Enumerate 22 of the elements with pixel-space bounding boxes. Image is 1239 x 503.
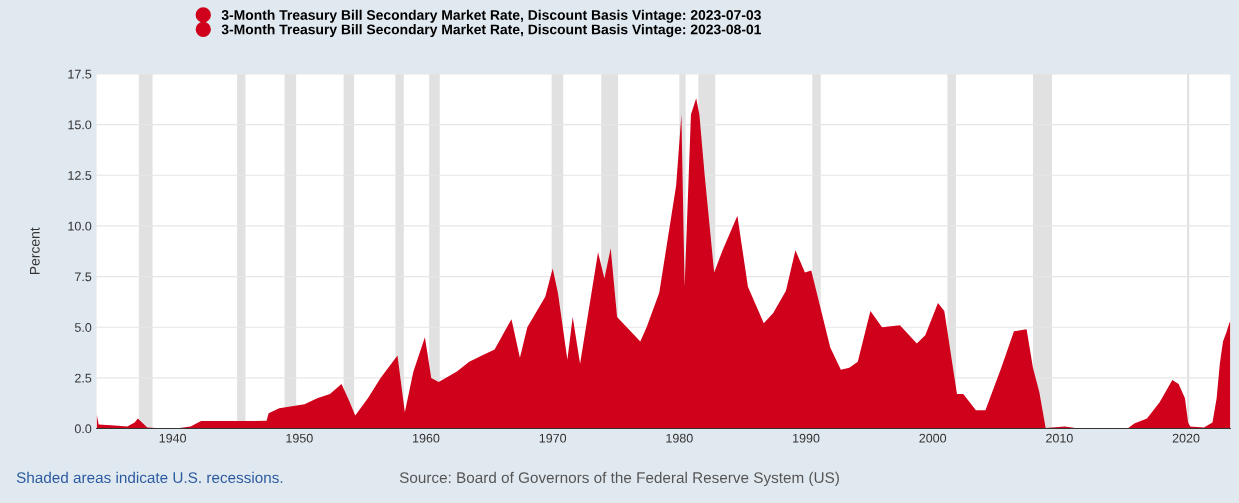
x-tick-label: 2020 (1172, 433, 1200, 443)
x-tick-label: 1940 (159, 433, 187, 443)
y-tick-label: 12.5 (68, 171, 92, 180)
x-tick-label: 2000 (919, 433, 947, 443)
legend-label: 3-Month Treasury Bill Secondary Market Rate, Discount Basis Vintage: 2023-07-03 (221, 9, 761, 23)
y-tick-label: 5.0 (74, 323, 92, 332)
legend-label: 3-Month Treasury Bill Secondary Market Rate, Discount Basis Vintage: 2023-08-01 (221, 24, 761, 38)
y-tick-label: 17.5 (68, 69, 92, 79)
y-tick-label: 10.0 (68, 221, 92, 231)
x-tick-label: 1970 (539, 433, 567, 443)
x-tick-label: 1950 (286, 433, 313, 443)
y-axis-title: Percent (30, 227, 40, 275)
x-tick-label: 1980 (666, 433, 693, 443)
text: Shaded areas indicate U.S. recessions. (16, 471, 283, 484)
y-tick-label: 0.0 (74, 424, 92, 434)
y-tick-label: 7.5 (75, 272, 92, 282)
x-tick-label: 2010 (1046, 433, 1073, 443)
x-tick-label: 1960 (413, 433, 440, 443)
y-tick-label: 15.0 (68, 120, 92, 130)
y-tick-label: 2.5 (75, 373, 92, 383)
source-note: Source: Board of Governors of the Federal Reserve System (US) (399, 471, 839, 487)
x-tick-label: 1990 (793, 433, 820, 443)
